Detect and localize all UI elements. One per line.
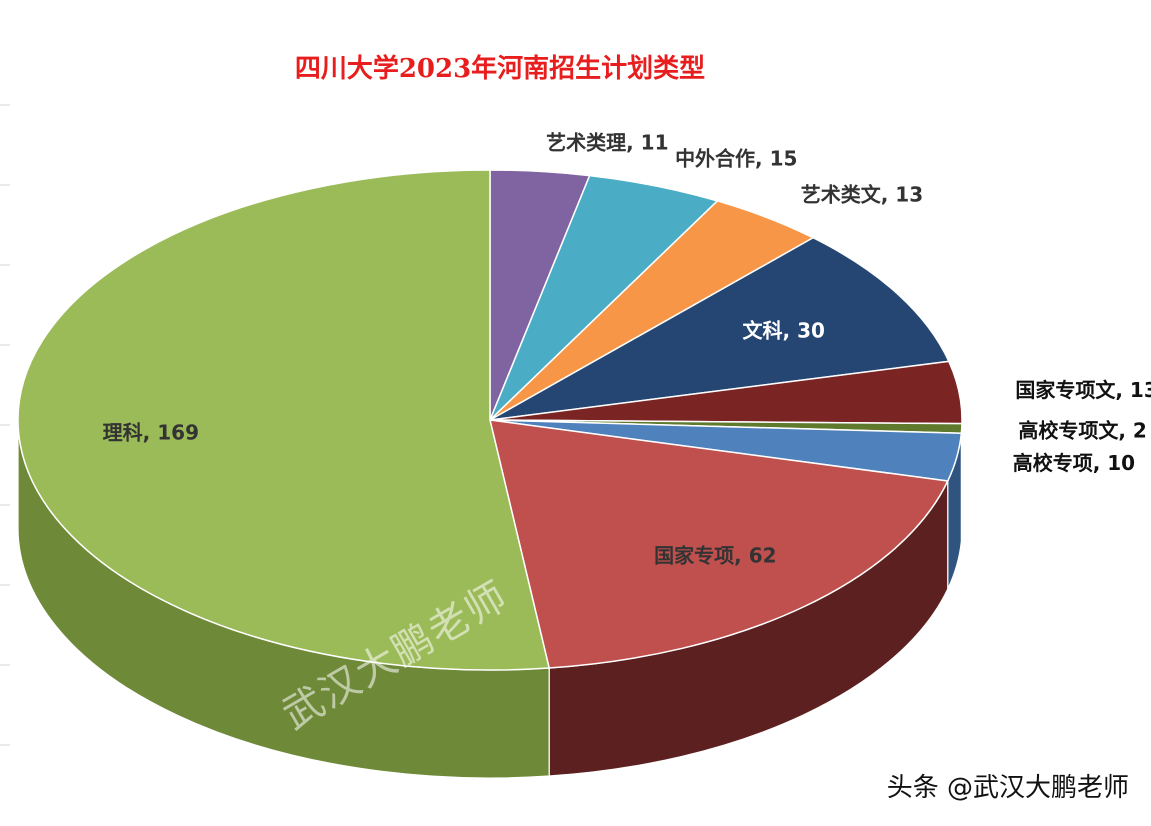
data-label-3: 文科, 30	[743, 318, 825, 342]
data-label-4: 国家专项文, 13	[1015, 378, 1151, 402]
chart-title: 四川大学2023年河南招生计划类型	[294, 54, 706, 84]
pie-slice-8	[17, 169, 551, 671]
data-label-7: 国家专项, 62	[654, 544, 776, 568]
pie-slice-3	[489, 236, 950, 421]
data-label-5: 高校专项文, 2	[1018, 418, 1146, 442]
data-label-2: 艺术类文, 13	[801, 182, 923, 206]
data-label-6: 高校专项, 10	[1013, 451, 1135, 475]
watermark-corner: 头条 @武汉大鹏老师	[886, 773, 1129, 803]
sheet-gridlines	[0, 104, 10, 746]
pie-slice-7	[489, 419, 949, 669]
data-label-1: 中外合作, 15	[675, 147, 797, 171]
data-label-0: 艺术类理, 11	[546, 131, 668, 155]
data-label-8: 理科, 169	[103, 420, 199, 444]
